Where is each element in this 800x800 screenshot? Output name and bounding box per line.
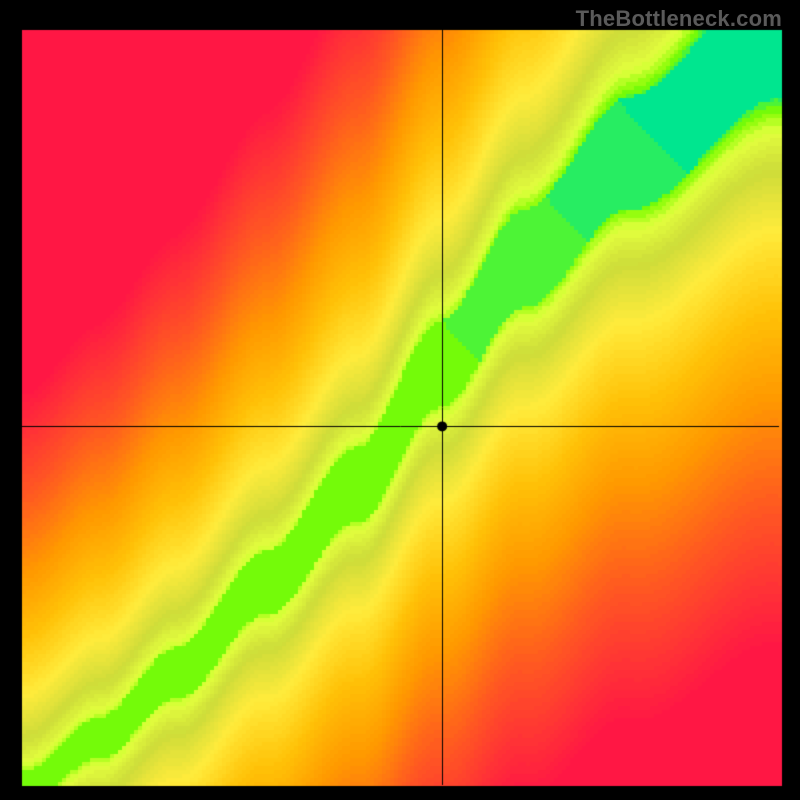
chart-container: TheBottleneck.com bbox=[0, 0, 800, 800]
heatmap-canvas bbox=[0, 0, 800, 800]
watermark-text: TheBottleneck.com bbox=[576, 6, 782, 32]
